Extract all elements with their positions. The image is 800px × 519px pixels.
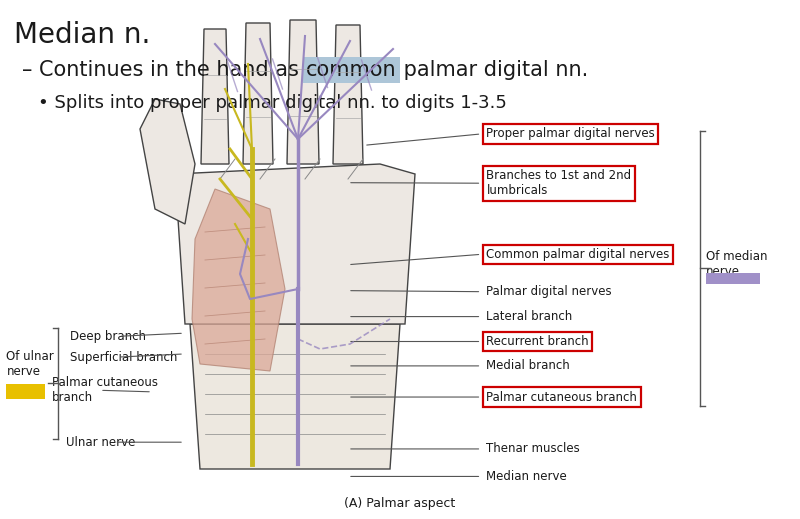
Text: Recurrent branch: Recurrent branch <box>486 335 589 348</box>
Text: palmar digital nn.: palmar digital nn. <box>397 60 588 80</box>
Text: Palmar cutaneous branch: Palmar cutaneous branch <box>486 390 638 404</box>
Text: Deep branch: Deep branch <box>70 330 146 343</box>
Text: Lateral branch: Lateral branch <box>486 310 573 323</box>
Text: Thenar muscles: Thenar muscles <box>486 442 580 456</box>
Text: Median n.: Median n. <box>14 21 150 49</box>
Text: Medial branch: Medial branch <box>486 359 570 373</box>
Polygon shape <box>333 25 363 164</box>
Polygon shape <box>190 324 400 469</box>
Text: • Splits into proper palmar digital nn. to digits 1-3.5: • Splits into proper palmar digital nn. … <box>38 94 507 113</box>
Text: Of ulnar
nerve: Of ulnar nerve <box>6 350 54 378</box>
Text: – Continues in the hand as: – Continues in the hand as <box>22 60 306 80</box>
Text: (A) Palmar aspect: (A) Palmar aspect <box>344 497 456 510</box>
Polygon shape <box>140 99 195 224</box>
Text: common: common <box>306 60 397 80</box>
Text: Superficial branch: Superficial branch <box>70 350 178 364</box>
Polygon shape <box>192 189 285 371</box>
Text: Branches to 1st and 2nd
lumbricals: Branches to 1st and 2nd lumbricals <box>486 169 631 197</box>
Text: Median nerve: Median nerve <box>486 470 567 483</box>
Polygon shape <box>201 29 229 164</box>
Text: Proper palmar digital nerves: Proper palmar digital nerves <box>486 127 655 141</box>
Bar <box>706 273 760 284</box>
Text: Common palmar digital nerves: Common palmar digital nerves <box>486 248 670 261</box>
Text: Palmar digital nerves: Palmar digital nerves <box>486 285 612 298</box>
Text: Ulnar nerve: Ulnar nerve <box>66 435 136 449</box>
Polygon shape <box>243 23 273 164</box>
Text: Palmar cutaneous
branch: Palmar cutaneous branch <box>52 376 158 404</box>
Polygon shape <box>175 164 415 324</box>
Polygon shape <box>287 20 319 164</box>
Bar <box>6 384 45 399</box>
Text: Of median
nerve: Of median nerve <box>706 250 767 278</box>
